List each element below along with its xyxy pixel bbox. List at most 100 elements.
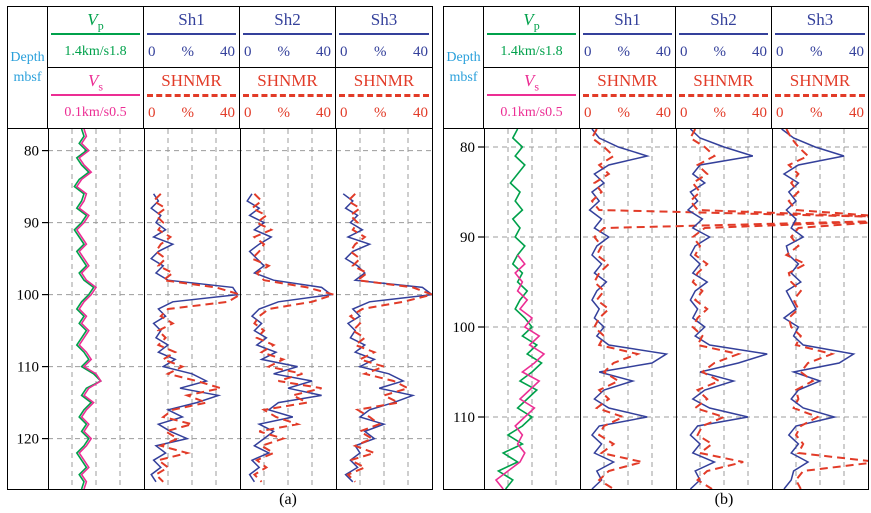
scale-min: 0 — [584, 105, 592, 121]
vp-label: Vp — [484, 7, 579, 32]
scale-max: 40 — [656, 105, 671, 121]
depth-axis-header-a: Depth mbsf — [8, 7, 48, 128]
depth-axis: 80 90 100 110 — [453, 129, 773, 489]
sh1-label: Sh1 — [614, 10, 641, 29]
depth-label: Depth — [446, 49, 481, 65]
depth-tick-label: 100 — [453, 320, 476, 336]
scale-max: 40 — [413, 105, 428, 121]
sh2-header-group: Sh2 0% 40 — [240, 7, 335, 68]
nmr2-scale-row: 0% 40 — [676, 99, 771, 128]
nmr1-scale-row: 0% 40 — [580, 99, 675, 128]
scale-unit: % — [277, 105, 291, 121]
log-panel-b: Depth mbsf Vp 1.4km/s1.8 Vs 0.1km/s0.5 S… — [443, 6, 869, 508]
sh1-track-header-b: Sh1 0% 40 SHNMR 0% 40 — [580, 7, 676, 128]
vp-curve-key-line — [487, 33, 576, 35]
vs-header-group: Vs 0.1km/s0.5 — [48, 68, 143, 128]
scale-max: 40 — [316, 105, 331, 121]
shnmr-label: SHNMR — [353, 71, 415, 90]
nmr1-scale-row: 0% 40 — [144, 99, 239, 128]
scale-min: 0 — [776, 43, 784, 60]
curves — [73, 129, 432, 489]
vs-label: Vs — [48, 68, 143, 93]
sh-curve-key-line — [339, 33, 429, 35]
sh3-scale-row: 0% 40 — [772, 37, 868, 67]
scale-min: 0 — [148, 105, 156, 121]
scale-unit: % — [810, 43, 823, 60]
vs-symbol: V — [523, 71, 535, 90]
sh3-track-header-b: Sh3 0% 40 SHNMR 0% 40 — [772, 7, 868, 128]
sh-curve-sh3 — [781, 129, 856, 489]
scale-min: 0 — [340, 43, 348, 60]
sh-curve-key-line — [147, 33, 236, 35]
sh2-label: Sh2 — [274, 10, 301, 29]
sh2-track-header-a: Sh2 0% 40 SHNMR 0% 40 — [240, 7, 336, 128]
nmr-curve-key-line — [583, 94, 672, 97]
scale-unit: % — [713, 43, 727, 60]
vp-symbol-sub: p — [533, 18, 540, 33]
scale-min: 0 — [584, 43, 592, 60]
sh-curve-sh2 — [686, 129, 768, 489]
vp-header-group: Vp 1.4km/s1.8 — [48, 7, 143, 68]
log-plot-b: 80 90 100 110 — [444, 129, 868, 489]
scale-unit: % — [374, 105, 387, 121]
sh1-scale-row: 0% 40 — [580, 37, 675, 67]
nmr3-scale-row: 0% 40 — [772, 99, 868, 128]
scale-min: 0 — [340, 105, 348, 121]
sh1-label: Sh1 — [178, 10, 205, 29]
velocity-track-header-a: Vp 1.4km/s1.8 Vs 0.1km/s0.5 — [48, 7, 144, 128]
nmr2-header-group: SHNMR 0% 40 — [676, 68, 771, 128]
depth-axis-header-b: Depth mbsf — [444, 7, 484, 128]
scale-max: 40 — [849, 105, 864, 121]
shnmr-label: SHNMR — [161, 71, 222, 90]
vs-curve-key-line — [487, 94, 576, 96]
nmr1-header-group: SHNMR 0% 40 — [580, 68, 675, 128]
vp-curve-key-line — [51, 33, 140, 35]
vs-curve — [75, 129, 102, 489]
depth-tick-label: 80 — [460, 140, 475, 156]
vp-symbol: V — [87, 10, 98, 29]
depth-tick-label: 90 — [24, 216, 39, 232]
scale-min: 0 — [148, 43, 156, 60]
depth-tick-label: 110 — [17, 360, 39, 376]
shnmr-label: SHNMR — [257, 71, 318, 90]
vs-curve — [494, 254, 546, 489]
sh2-scale-row: 0% 40 — [676, 37, 771, 67]
nmr3-header-group: SHNMR 0% 40 — [772, 68, 868, 128]
scale-min: 0 — [244, 43, 252, 60]
shnmr-label: SHNMR — [597, 71, 658, 90]
vp-scale-label: 1.4km/s1.8 — [64, 44, 127, 59]
shnmr-curve-sh1 — [590, 129, 868, 489]
sh-curve-sh3 — [342, 193, 432, 483]
sh2-header-group: Sh2 0% 40 — [676, 7, 771, 68]
sh1-header-group: Sh1 0% 40 — [144, 7, 239, 68]
depth-unit-label: mbsf — [13, 69, 42, 85]
sh1-scale-row: 0% 40 — [144, 37, 239, 67]
log-panel-a: Depth mbsf Vp 1.4km/s1.8 Vs 0.1km/s0.5 S… — [7, 6, 433, 508]
depth-tick-label: 120 — [17, 432, 40, 448]
header-row-b: Depth mbsf Vp 1.4km/s1.8 Vs 0.1km/s0.5 S… — [444, 7, 868, 129]
sh-curve-sh1 — [588, 129, 669, 489]
sh1-track-header-a: Sh1 0% 40 SHNMR 0% 40 — [144, 7, 240, 128]
vs-header-group: Vs 0.1km/s0.5 — [484, 68, 579, 128]
depth-tick-label: 110 — [453, 410, 475, 426]
sh3-label: Sh3 — [370, 10, 398, 29]
depth-label: Depth — [10, 49, 45, 65]
scale-unit: % — [617, 43, 631, 60]
scale-unit: % — [617, 105, 631, 121]
sh3-header-group: Sh3 0% 40 — [772, 7, 868, 68]
scale-min: 0 — [244, 105, 252, 121]
vs-scale-label: 0.1km/s0.5 — [64, 105, 127, 120]
vp-symbol: V — [523, 10, 534, 29]
depth-tick-label: 100 — [17, 288, 40, 304]
nmr-curve-key-line — [243, 94, 332, 97]
sh-curve-key-line — [775, 33, 865, 35]
nmr2-header-group: SHNMR 0% 40 — [240, 68, 335, 128]
sh3-header-group: Sh3 0% 40 — [336, 7, 432, 68]
vp-label: Vp — [48, 7, 143, 32]
depth-tick-label: 90 — [460, 230, 475, 246]
nmr-curve-key-line — [679, 94, 768, 97]
sh3-scale-row: 0% 40 — [336, 37, 432, 67]
vs-symbol-sub: s — [534, 79, 540, 94]
shnmr-curve-sh1 — [151, 193, 243, 483]
velocity-track-header-b: Vp 1.4km/s1.8 Vs 0.1km/s0.5 — [484, 7, 580, 128]
